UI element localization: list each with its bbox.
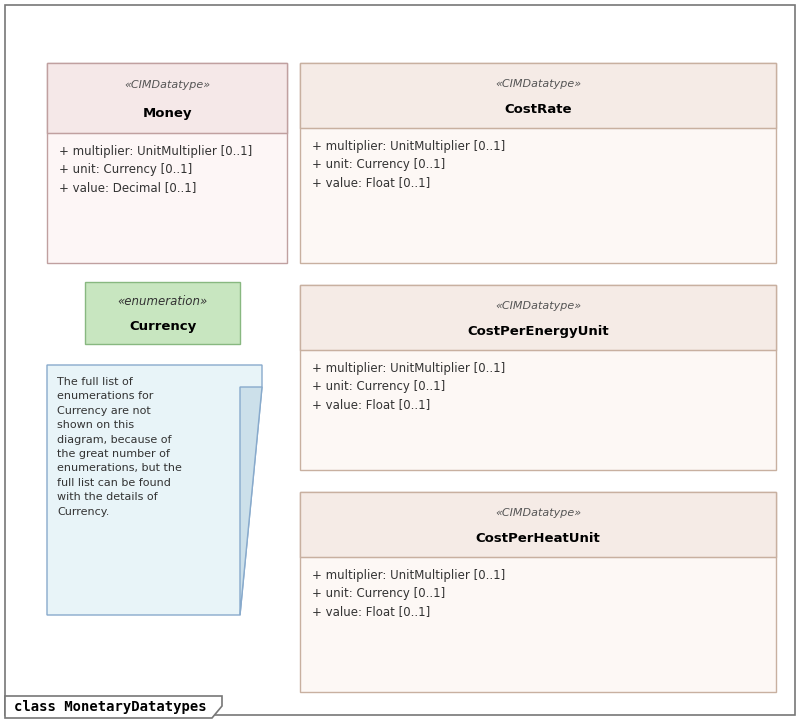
Text: «CIMDatatype»: «CIMDatatype»: [495, 507, 581, 518]
FancyBboxPatch shape: [300, 492, 776, 692]
Text: «CIMDatatype»: «CIMDatatype»: [495, 79, 581, 89]
Text: Money: Money: [143, 107, 191, 120]
FancyBboxPatch shape: [300, 285, 776, 350]
Text: + value: Float [0..1]: + value: Float [0..1]: [312, 398, 430, 411]
Text: + value: Float [0..1]: + value: Float [0..1]: [312, 176, 430, 189]
Text: CostPerHeatUnit: CostPerHeatUnit: [476, 532, 601, 545]
Text: + multiplier: UnitMultiplier [0..1]: + multiplier: UnitMultiplier [0..1]: [312, 362, 505, 375]
Text: CostPerEnergyUnit: CostPerEnergyUnit: [467, 325, 609, 338]
Text: Currency: Currency: [129, 320, 196, 333]
FancyBboxPatch shape: [300, 492, 776, 557]
FancyBboxPatch shape: [300, 285, 776, 470]
Text: «enumeration»: «enumeration»: [118, 295, 207, 309]
Text: + value: Decimal [0..1]: + value: Decimal [0..1]: [59, 181, 196, 194]
FancyBboxPatch shape: [300, 63, 776, 128]
Text: «CIMDatatype»: «CIMDatatype»: [124, 81, 210, 91]
Polygon shape: [240, 387, 262, 615]
Text: + unit: Currency [0..1]: + unit: Currency [0..1]: [59, 163, 192, 176]
Text: + value: Float [0..1]: + value: Float [0..1]: [312, 605, 430, 618]
Text: + multiplier: UnitMultiplier [0..1]: + multiplier: UnitMultiplier [0..1]: [312, 569, 505, 582]
Text: + unit: Currency [0..1]: + unit: Currency [0..1]: [312, 587, 445, 600]
Text: «CIMDatatype»: «CIMDatatype»: [495, 301, 581, 311]
Text: + multiplier: UnitMultiplier [0..1]: + multiplier: UnitMultiplier [0..1]: [312, 140, 505, 153]
FancyBboxPatch shape: [300, 63, 776, 263]
Polygon shape: [5, 696, 222, 718]
FancyBboxPatch shape: [47, 63, 287, 263]
Text: + unit: Currency [0..1]: + unit: Currency [0..1]: [312, 380, 445, 393]
Text: The full list of
enumerations for
Currency are not
shown on this
diagram, becaus: The full list of enumerations for Curren…: [57, 377, 182, 517]
FancyBboxPatch shape: [5, 5, 795, 715]
Text: CostRate: CostRate: [505, 103, 572, 116]
Text: + unit: Currency [0..1]: + unit: Currency [0..1]: [312, 158, 445, 171]
FancyBboxPatch shape: [47, 63, 287, 133]
Text: class MonetaryDatatypes: class MonetaryDatatypes: [14, 700, 207, 714]
Text: + multiplier: UnitMultiplier [0..1]: + multiplier: UnitMultiplier [0..1]: [59, 145, 252, 158]
Polygon shape: [47, 365, 262, 615]
FancyBboxPatch shape: [85, 282, 240, 344]
